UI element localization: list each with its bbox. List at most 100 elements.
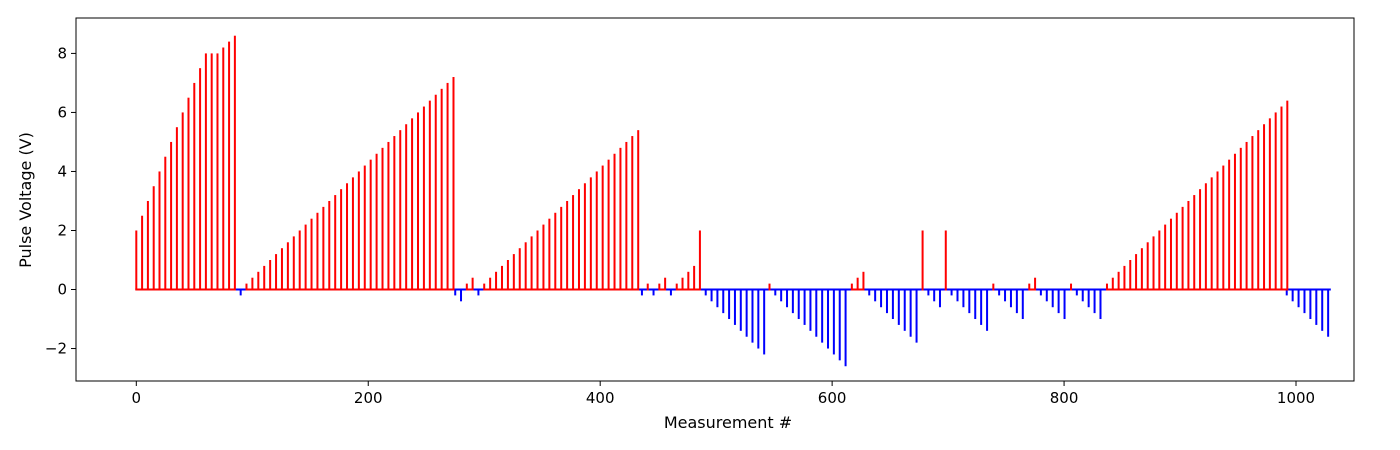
- positive-pulse-bar: [1140, 248, 1143, 290]
- positive-pulse-bar: [698, 230, 701, 290]
- y-tick-label: 8: [57, 44, 67, 62]
- negative-pulse-bar: [927, 289, 930, 296]
- negative-pulse-bar: [1057, 289, 1060, 314]
- positive-pulse-bar: [1028, 283, 1031, 290]
- positive-pulse-bar: [193, 82, 196, 290]
- negative-pulse-bar: [774, 289, 777, 296]
- positive-pulse-bar: [152, 186, 155, 290]
- plot-frame: [75, 17, 1355, 382]
- positive-pulse-bar: [375, 153, 378, 290]
- negative-pulse-bar: [1063, 289, 1066, 320]
- positive-pulse-bar: [595, 171, 598, 290]
- positive-pulse-bar: [566, 200, 569, 290]
- negative-pulse-bar: [897, 289, 900, 325]
- negative-pulse-bar: [745, 289, 748, 337]
- negative-pulse-bar: [728, 289, 731, 320]
- positive-pulse-bar: [554, 212, 557, 290]
- positive-pulse-bar: [1199, 189, 1202, 290]
- negative-pulse-bar: [968, 289, 971, 314]
- positive-pulse-bar: [577, 189, 580, 290]
- positive-pulse-bar: [434, 94, 437, 290]
- positive-pulse-bar: [141, 215, 144, 290]
- positive-pulse-bar: [1257, 130, 1260, 290]
- negative-pulse-bar: [239, 289, 242, 296]
- positive-pulse-bar: [1193, 195, 1196, 290]
- positive-pulse-bar: [164, 156, 167, 290]
- negative-pulse-bar: [1081, 289, 1084, 302]
- positive-pulse-bar: [471, 277, 474, 290]
- negative-pulse-bar: [1309, 289, 1312, 320]
- positive-pulse-bar: [1146, 242, 1149, 290]
- x-axis-label: Measurement #: [664, 413, 792, 432]
- positive-pulse-bar: [921, 230, 924, 290]
- negative-pulse-bar: [797, 289, 800, 320]
- positive-pulse-bar: [619, 147, 622, 290]
- positive-pulse-bar: [1152, 236, 1155, 290]
- positive-pulse-bar: [257, 271, 260, 290]
- positive-pulse-bar: [856, 277, 859, 290]
- negative-pulse-bar: [477, 289, 480, 296]
- positive-pulse-bar: [1105, 283, 1108, 290]
- x-tick-label: 200: [354, 389, 383, 407]
- y-tick-label: −2: [45, 340, 67, 358]
- y-tick-label: 2: [57, 221, 67, 239]
- positive-pulse-bar: [944, 230, 947, 290]
- negative-pulse-bar: [838, 289, 841, 361]
- positive-pulse-bar: [310, 218, 313, 290]
- negative-pulse-bar: [962, 289, 965, 308]
- negative-pulse-bar: [733, 289, 736, 325]
- negative-pulse-bar: [974, 289, 977, 320]
- positive-pulse-bar: [495, 271, 498, 290]
- negative-pulse-bar: [986, 289, 989, 331]
- positive-pulse-bar: [1117, 271, 1120, 290]
- negative-pulse-bar: [1015, 289, 1018, 314]
- positive-pulse-bar: [298, 230, 301, 290]
- positive-pulse-bar: [664, 277, 667, 290]
- negative-pulse-bar: [1051, 289, 1054, 308]
- positive-pulse-bar: [1181, 206, 1184, 290]
- positive-pulse-bar: [170, 141, 173, 290]
- positive-pulse-bar: [483, 283, 486, 290]
- negative-pulse-bar: [1327, 289, 1330, 337]
- negative-pulse-bar: [722, 289, 725, 314]
- negative-pulse-bar: [454, 289, 457, 296]
- negative-pulse-bar: [1321, 289, 1324, 331]
- positive-pulse-bar: [405, 124, 408, 290]
- negative-pulse-bar: [938, 289, 941, 308]
- negative-pulse-bar: [1093, 289, 1096, 314]
- positive-pulse-bar: [1239, 147, 1242, 290]
- positive-pulse-bar: [269, 260, 272, 290]
- positive-pulse-bar: [417, 112, 419, 290]
- positive-pulse-bar: [1286, 100, 1289, 290]
- positive-pulse-bar: [500, 265, 503, 290]
- positive-pulse-bar: [542, 224, 545, 290]
- positive-pulse-bar: [363, 165, 366, 290]
- negative-pulse-bar: [1291, 289, 1294, 302]
- positive-pulse-bar: [518, 248, 521, 290]
- positive-pulse-bar: [275, 254, 278, 290]
- negative-pulse-bar: [1285, 289, 1288, 296]
- positive-pulse-bar: [446, 82, 449, 290]
- positive-pulse-bar: [381, 147, 384, 290]
- negative-pulse-bar: [827, 289, 830, 349]
- positive-pulse-bar: [1187, 200, 1190, 290]
- positive-pulse-bar: [465, 283, 468, 290]
- positive-pulse-bar: [316, 212, 319, 290]
- positive-pulse-bar: [181, 112, 184, 290]
- negative-pulse-bar: [844, 289, 847, 367]
- positive-pulse-bar: [1268, 118, 1271, 290]
- negative-pulse-bar: [763, 289, 766, 355]
- positive-pulse-bar: [263, 265, 266, 290]
- negative-pulse-bar: [1004, 289, 1007, 302]
- positive-pulse-bar: [387, 141, 390, 290]
- negative-pulse-bar: [880, 289, 883, 308]
- negative-pulse-bar: [1315, 289, 1318, 325]
- negative-pulse-bar: [460, 289, 463, 302]
- positive-pulse-bar: [1274, 112, 1277, 290]
- positive-pulse-bar: [222, 47, 225, 290]
- positive-pulse-bar: [613, 153, 616, 290]
- positive-pulse-bar: [233, 35, 236, 290]
- positive-pulse-bar: [334, 195, 337, 290]
- positive-pulse-bar: [512, 254, 515, 290]
